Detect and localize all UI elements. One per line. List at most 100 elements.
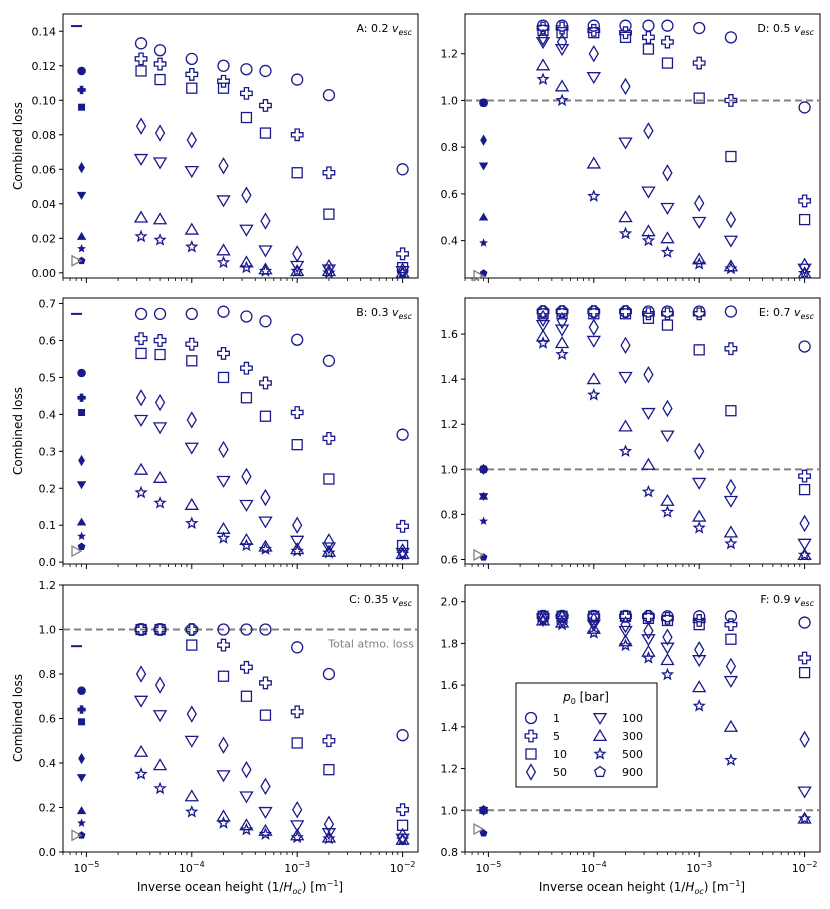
- data-point-p50: [643, 622, 654, 640]
- data-point-p300: [723, 719, 739, 732]
- data-point-p10: [240, 690, 253, 702]
- legend-marker-100: [592, 712, 608, 726]
- reference-marker-900: [77, 542, 86, 550]
- data-point-p100: [321, 542, 337, 555]
- data-point-p100: [133, 153, 149, 166]
- y-tick-label: 1.2: [441, 418, 459, 431]
- data-point-p5: [619, 305, 632, 318]
- data-point-p50: [537, 309, 549, 327]
- y-tick-label: 1.2: [441, 763, 459, 776]
- reference-marker-100: [478, 162, 489, 171]
- data-point-p1: [724, 610, 738, 623]
- data-point-p300: [184, 497, 199, 510]
- data-point-p10: [661, 57, 674, 69]
- data-point-p500: [536, 336, 550, 349]
- panel-F-frame: [464, 584, 821, 853]
- data-point-p50: [725, 657, 737, 676]
- reference-marker-10: [480, 99, 488, 107]
- data-point-p10: [135, 65, 147, 77]
- data-point-p50: [537, 28, 549, 47]
- data-point-p10: [725, 150, 737, 163]
- reference-marker-300: [478, 212, 489, 221]
- data-point-p5: [153, 623, 167, 636]
- data-point-p500: [153, 781, 167, 795]
- panel-F-content: 0.8 1.0 1.2 1.4 1.6 1.8 2.0 10−5 10−4 10−3 10−2 F: …: [441, 593, 820, 875]
- data-point-p5: [185, 337, 199, 351]
- reference-marker-500: [479, 238, 488, 247]
- reference-marker-1: [77, 686, 86, 695]
- data-point-p5: [153, 334, 167, 347]
- reference-open-triangle: [473, 822, 485, 836]
- data-point-p5: [692, 614, 706, 627]
- data-point-p5: [134, 52, 148, 66]
- data-point-p5: [724, 342, 738, 356]
- reference-marker-500: [77, 531, 86, 541]
- data-point-p10: [259, 709, 272, 721]
- data-point-p300: [184, 789, 199, 802]
- data-point-p500: [660, 245, 675, 258]
- data-point-p500: [290, 544, 304, 557]
- data-point-p1: [291, 73, 304, 86]
- reference-marker-50: [78, 454, 85, 467]
- legend-title: p0 [bar]: [562, 690, 609, 706]
- data-point-p1: [153, 307, 167, 321]
- data-point-p50: [588, 318, 599, 337]
- data-point-p300: [152, 470, 168, 483]
- data-point-p5: [185, 67, 199, 81]
- data-point-p1: [240, 63, 253, 76]
- data-point-p1: [724, 305, 738, 318]
- y-tick-label: 0.0: [39, 846, 57, 859]
- data-point-p500: [395, 547, 410, 560]
- data-point-p10: [693, 344, 705, 356]
- data-point-p100: [133, 414, 149, 427]
- data-point-p100: [692, 216, 707, 229]
- data-point-p50: [694, 640, 705, 659]
- data-point-p500: [322, 545, 336, 559]
- data-point-p50: [154, 676, 166, 694]
- data-point-p10: [291, 167, 303, 179]
- y-tick-label: 1.2: [441, 48, 459, 61]
- data-point-p1: [693, 610, 706, 623]
- data-point-p500: [239, 538, 254, 552]
- data-point-p1: [259, 64, 272, 78]
- data-point-p300: [586, 372, 601, 385]
- data-point-p500: [555, 617, 569, 631]
- data-point-p1: [798, 101, 811, 114]
- data-point-p100: [660, 642, 675, 655]
- data-point-p50: [799, 730, 810, 749]
- data-point-p5: [798, 194, 812, 208]
- panel-D-content: 0.4 0.6 0.8 1.0 1.2 D: 0.5 vesc: [441, 19, 820, 283]
- panel-A-ylabel: Combined loss: [11, 102, 25, 190]
- y-tick-label: 0.06: [32, 163, 57, 176]
- data-point-p5: [240, 660, 253, 674]
- data-point-p50: [643, 365, 654, 384]
- reference-marker-300: [76, 806, 87, 815]
- data-point-p1: [217, 305, 230, 318]
- panel-title: E: 0.7 vesc: [759, 306, 815, 321]
- data-point-p5: [259, 676, 272, 690]
- data-point-p1: [396, 163, 409, 176]
- data-point-p50: [620, 336, 631, 355]
- data-point-p10: [693, 92, 705, 104]
- data-point-p5: [396, 247, 410, 261]
- reference-marker-5: [77, 85, 86, 95]
- reference-marker-500: [77, 818, 86, 827]
- data-point-p100: [723, 235, 739, 248]
- panel-F: [464, 584, 821, 853]
- data-point-p300: [641, 457, 656, 470]
- data-point-p10: [186, 82, 198, 94]
- data-point-p5: [724, 94, 738, 107]
- data-point-p50: [186, 131, 197, 149]
- data-point-p100: [290, 535, 305, 548]
- data-point-p5: [724, 618, 738, 632]
- data-point-p1: [134, 307, 148, 321]
- data-point-p500: [587, 626, 601, 639]
- data-point-p100: [618, 371, 633, 384]
- data-point-p100: [216, 195, 231, 208]
- panel-A-content: 0.00 0.02 0.04 0.06 0.08 0.10 0.12 0.14 A: 0.2 v…: [32, 22, 413, 283]
- data-point-p5: [619, 26, 632, 40]
- reference-marker-300: [76, 517, 87, 526]
- data-point-p100: [554, 43, 570, 57]
- y-tick-label: 1.0: [441, 463, 459, 476]
- data-point-p10: [642, 312, 655, 324]
